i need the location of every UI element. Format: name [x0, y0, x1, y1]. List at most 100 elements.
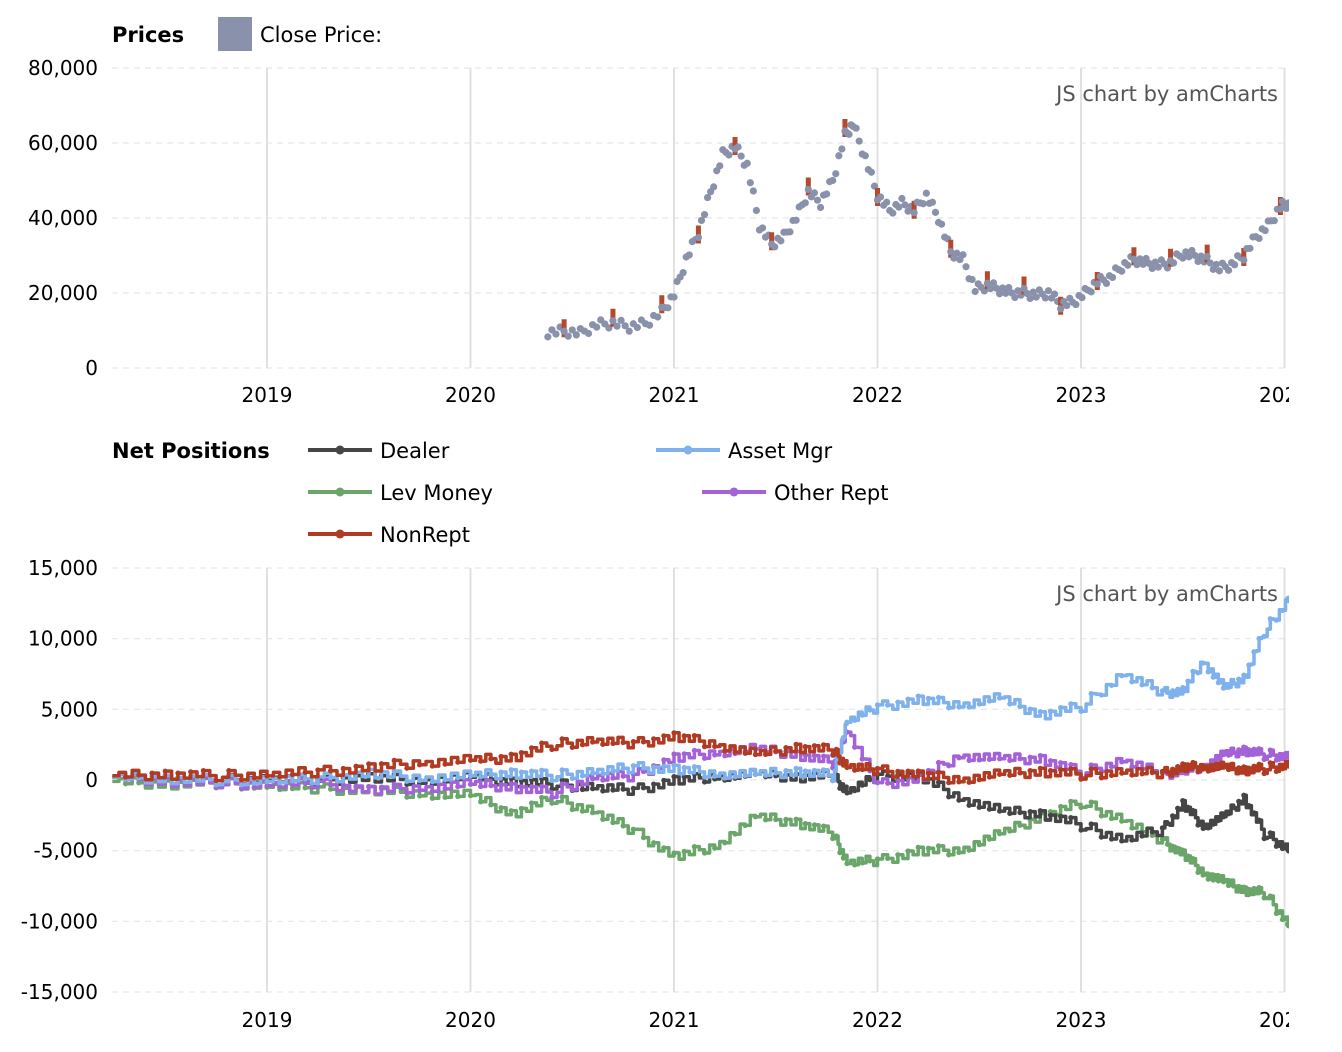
- y-tick-label: -10,000: [21, 909, 98, 933]
- legend-item-dealer[interactable]: Dealer: [308, 439, 450, 463]
- legend-label: Dealer: [380, 439, 450, 463]
- y-tick-label: 60,000: [28, 131, 98, 155]
- price-point: [1148, 264, 1156, 273]
- price-point: [832, 170, 840, 178]
- price-point: [910, 209, 918, 217]
- price-point: [962, 263, 970, 271]
- prices-series: [544, 119, 1289, 341]
- price-point: [804, 185, 812, 194]
- price-point: [928, 198, 937, 206]
- price-point: [1050, 290, 1059, 298]
- nonrept-end-point: [1285, 760, 1289, 768]
- price-point: [1197, 252, 1205, 260]
- price-point: [1072, 300, 1080, 309]
- price-point: [710, 183, 718, 191]
- price-point: [845, 130, 853, 138]
- positions-x-axis: 2019 2020 2021 2022 2023 2024: [242, 1008, 1289, 1032]
- lev-money-line: [112, 775, 1289, 926]
- price-point: [544, 333, 552, 341]
- price-point: [919, 200, 927, 208]
- y-tick-label: 15,000: [28, 556, 98, 580]
- x-tick-label: 2023: [1056, 383, 1107, 407]
- price-point: [813, 196, 822, 204]
- price-point: [1078, 293, 1086, 302]
- legend-item-asset-mgr[interactable]: Asset Mgr: [656, 439, 833, 463]
- y-tick-label: -15,000: [21, 980, 98, 1004]
- price-point: [829, 176, 837, 185]
- price-point: [1231, 261, 1239, 269]
- close-price-legend-label: Close Price:: [260, 23, 382, 47]
- x-tick-label: 2022: [852, 1008, 903, 1032]
- positions-plot-area[interactable]: 15,000 10,000 5,000 0 -5,000 -10,000 -15,000 2…: [21, 556, 1310, 1032]
- price-point: [895, 203, 903, 211]
- price-point: [1032, 293, 1040, 301]
- legend-item-other-rept[interactable]: Other Rept: [702, 481, 888, 505]
- legend-item-lev-money[interactable]: Lev Money: [308, 481, 493, 505]
- price-point: [823, 190, 831, 198]
- price-point: [1270, 217, 1278, 225]
- positions-series: [112, 595, 1289, 929]
- legend-marker: [335, 445, 345, 455]
- nonrept-line: [112, 731, 1289, 785]
- price-point: [1212, 260, 1220, 269]
- price-point: [703, 193, 712, 202]
- price-point: [1087, 288, 1095, 296]
- y-tick-label: 10,000: [28, 627, 98, 651]
- x-tick-label: 2023: [1056, 1008, 1107, 1032]
- price-point: [716, 162, 724, 170]
- price-point: [725, 151, 733, 159]
- price-point: [1191, 251, 1199, 260]
- positions-y-axis: 15,000 10,000 5,000 0 -5,000 -10,000 -15,000: [21, 556, 98, 1004]
- price-point: [1194, 257, 1202, 266]
- close-price-legend-item[interactable]: Close Price:: [218, 17, 382, 51]
- legend-item-nonrept[interactable]: NonRept: [308, 523, 470, 547]
- positions-chart-credit[interactable]: JS chart by amCharts: [1054, 582, 1278, 606]
- price-point: [867, 168, 875, 176]
- x-tick-label: 2020: [445, 383, 496, 407]
- price-point: [568, 326, 576, 334]
- x-tick-label: 2024: [1259, 383, 1310, 407]
- price-point: [1044, 287, 1053, 295]
- price-point: [922, 189, 930, 197]
- price-point: [617, 316, 625, 324]
- y-tick-label: 5,000: [41, 697, 98, 721]
- price-point: [771, 243, 779, 251]
- y-tick-label: 40,000: [28, 206, 98, 230]
- price-point: [852, 124, 860, 132]
- x-tick-label: 2019: [242, 1008, 293, 1032]
- positions-legend: Dealer Asset Mgr Lev Money Other Rept NonRep…: [308, 439, 888, 547]
- price-point: [593, 323, 601, 331]
- price-point: [947, 248, 955, 256]
- price-point: [758, 224, 767, 232]
- x-tick-label: 2019: [242, 383, 293, 407]
- price-point: [1118, 267, 1126, 275]
- price-point: [999, 284, 1007, 292]
- y-tick-label: 0: [85, 768, 98, 792]
- price-point: [560, 327, 568, 335]
- prices-chart-credit[interactable]: JS chart by amCharts: [1054, 82, 1278, 106]
- price-point: [752, 206, 761, 215]
- legend-label: NonRept: [380, 523, 470, 547]
- x-tick-label: 2020: [445, 1008, 496, 1032]
- price-point: [996, 290, 1004, 298]
- price-point: [838, 145, 846, 153]
- lev-money-end-point: [1285, 920, 1289, 928]
- price-point: [816, 203, 825, 212]
- legend-marker: [729, 487, 739, 497]
- price-point: [1057, 305, 1065, 313]
- price-point: [792, 216, 800, 224]
- price-point: [572, 331, 580, 339]
- dealer-end-point: [1285, 845, 1289, 853]
- price-point: [1108, 273, 1117, 282]
- price-point: [564, 332, 572, 340]
- price-point: [670, 293, 678, 301]
- price-point: [938, 220, 946, 228]
- price-point: [1224, 266, 1233, 274]
- price-point: [621, 322, 629, 330]
- legend-marker: [683, 445, 693, 455]
- prices-panel-title: Prices: [112, 23, 184, 47]
- price-point: [1133, 261, 1141, 269]
- price-point: [743, 159, 751, 167]
- price-point: [1179, 254, 1187, 262]
